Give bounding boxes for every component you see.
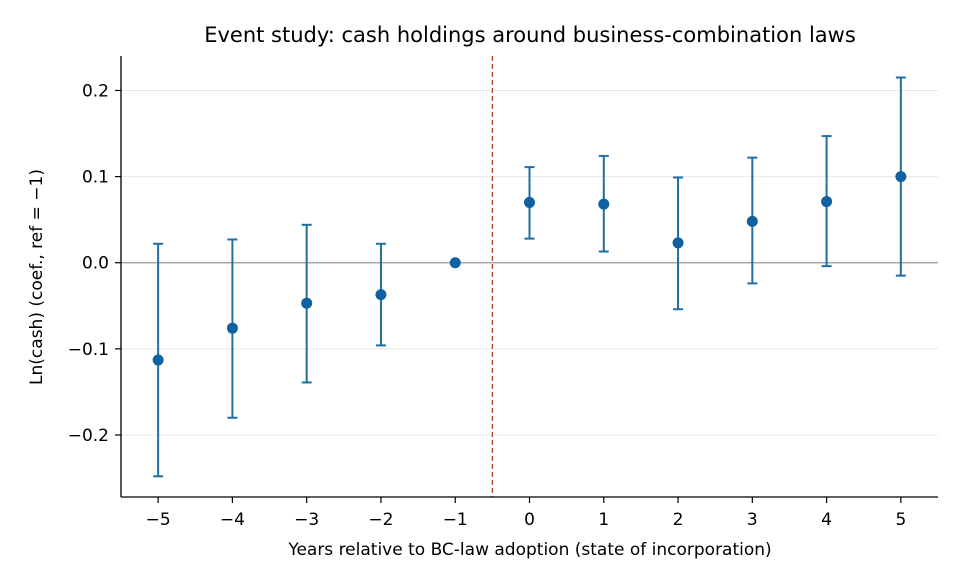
x-tick-label: 5 [895,510,906,530]
data-point [672,237,684,249]
data-point [895,171,907,183]
x-tick-label: 3 [747,510,758,530]
data-point [821,196,833,208]
x-tick-label: 1 [598,510,609,530]
data-point [598,198,610,210]
points [152,171,907,366]
reference-lines [121,56,938,497]
x-tick-label: −2 [368,510,393,530]
x-tick-label: 0 [524,510,535,530]
data-point [375,289,387,301]
y-tick-label: 0.2 [82,81,109,101]
data-point [152,354,164,366]
y-tick-label: −0.1 [68,340,109,360]
x-tick-label: −4 [220,510,245,530]
x-tick-label: −3 [294,510,319,530]
data-point [226,322,238,334]
y-tick-label: 0.0 [82,254,109,274]
data-point [524,196,535,208]
y-tick-label: 0.1 [82,168,109,188]
x-tick-label: 2 [673,510,684,530]
data-point [301,297,313,309]
x-tick-label: 4 [821,510,832,530]
y-tick-label: −0.2 [68,426,109,446]
data-point [449,257,461,269]
y-axis-label: Ln(cash) (coef., ref = −1) [27,169,47,385]
axes: −5 −4 −3 −2 −1 0 1 2 3 4 5 −0.2 −0.1 0.0 0.1 0.2 [68,56,938,530]
x-tick-label: −1 [443,510,468,530]
data-point [746,215,758,227]
error-bars [153,76,906,478]
x-axis-label: Years relative to BC-law adoption (state… [287,540,771,560]
chart-title: Event study: cash holdings around busine… [204,23,856,47]
x-tick-label: −5 [146,510,171,530]
